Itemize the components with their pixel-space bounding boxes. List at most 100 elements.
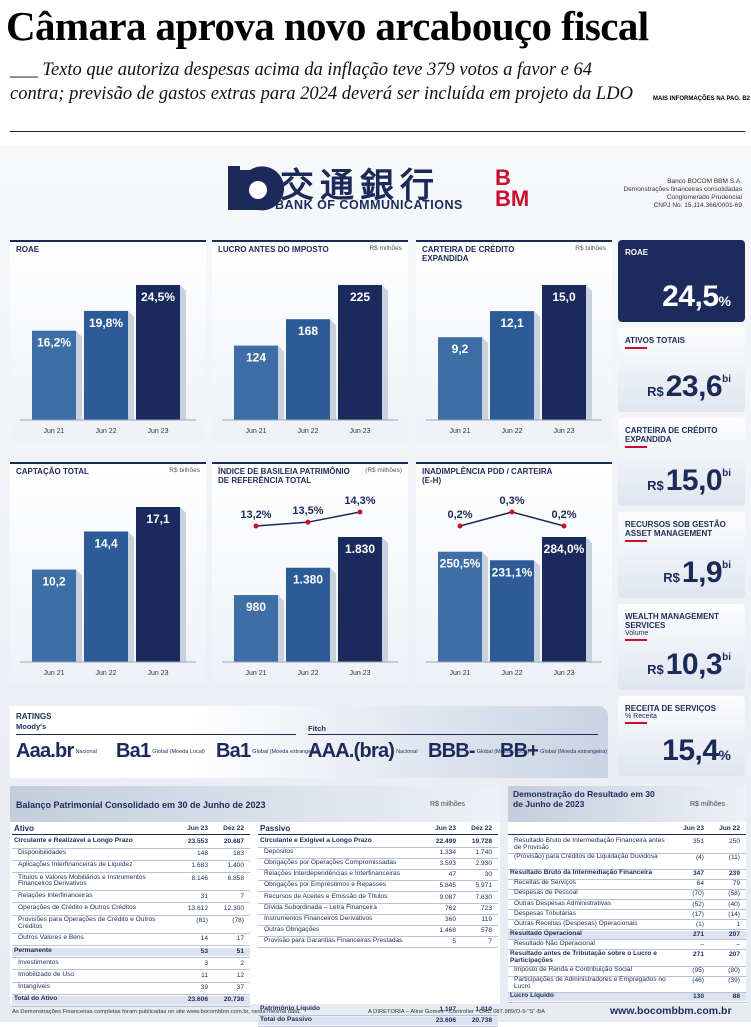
kpi-prefix: R$	[647, 662, 664, 677]
rating-value: Aaa.br	[16, 740, 74, 762]
rating: BB+ Global (Moeda estrangeira)	[500, 740, 607, 763]
balance-head	[10, 786, 500, 822]
category-label: Jun 21	[43, 670, 64, 677]
table-row: Permanente 53 51	[12, 947, 250, 956]
logo-mark	[228, 166, 285, 211]
chart-plot: 980 Jun 21 1.380 Jun 22 1.830 Jun 23 13,2% 13,5…	[222, 495, 398, 677]
row-rule	[258, 869, 498, 871]
ratio-label: 14,3%	[344, 495, 375, 507]
bank-info-line: CNPJ No: 15.114.366/0001-69	[653, 202, 742, 209]
row-rule	[508, 868, 746, 870]
bar	[84, 531, 128, 662]
kpi-box: ATIVOS TOTAIS R$23,6bi	[618, 328, 745, 412]
rating-scope: Global (Moeda Local)	[476, 748, 530, 755]
row-jun23: (70)	[692, 890, 704, 898]
row-rule	[12, 914, 250, 916]
row-rule	[508, 949, 746, 951]
row-jun23: –	[700, 940, 704, 948]
row-dez22: 88	[732, 993, 740, 1001]
kpi-accent	[625, 446, 647, 448]
row-label: Outros Valores e Bens	[18, 934, 84, 942]
bar-label: 231,1%	[492, 565, 533, 579]
table-row: Resultado Bruto da Intermediação Finance…	[508, 870, 746, 878]
row-rule	[258, 924, 498, 926]
bar-label: 12,1	[500, 316, 524, 330]
bar-label: 17,1	[146, 512, 170, 526]
category-label: Jun 23	[553, 670, 574, 677]
ratio-label: 13,2%	[240, 509, 271, 521]
row-label: Despesas de Pessoal	[514, 889, 578, 897]
row-rule	[508, 852, 746, 854]
table-row: Circulante e Exigível a Longo Prazo 22.49…	[258, 837, 498, 846]
category-label: Jun 21	[449, 670, 470, 677]
category-label: Jun 22	[297, 670, 318, 677]
row-label: Depósitos	[264, 848, 294, 856]
row-jun23: 23.553	[187, 838, 208, 845]
table-rule	[258, 834, 498, 835]
kpi-suffix: %	[718, 293, 731, 309]
kpi-suffix: bi	[722, 468, 731, 479]
balance-title: Balanço Patrimonial Consolidado em 30 de…	[16, 800, 266, 810]
bar	[542, 537, 586, 662]
table-row: Outras Receitas (Despesas) Operacionais (…	[508, 920, 746, 929]
bar-shadow	[278, 595, 284, 662]
col-head: Jun 23	[683, 825, 704, 832]
row-dez22: 20.738	[223, 996, 244, 1004]
row-dez22: 239	[728, 870, 740, 878]
row-label: Provisões para Operações de Crédito e Ou…	[18, 916, 156, 930]
row-jun23: 22.499	[435, 838, 456, 845]
kpi-title: RECURSOS SOB GESTÃO ASSET MANAGEMENT	[625, 520, 726, 538]
rating-value: BBB-	[428, 740, 476, 762]
row-jun23: (4)	[695, 854, 704, 862]
rating: Ba1 Global (Moeda estrangeira)	[216, 740, 319, 763]
ratio-point	[457, 523, 463, 529]
rating-scope: Global (Moeda Local)	[152, 748, 205, 755]
chart-unit: R$ milhões	[369, 245, 402, 252]
rating: AAA.(bra) Nacional	[308, 740, 430, 763]
col-head: Jun 22	[719, 825, 740, 832]
kpi-title: CARTEIRA DE CRÉDITO EXPANDIDA	[625, 426, 718, 444]
row-label: Operações de Crédito e Outros Créditos	[18, 904, 137, 911]
bar-shadow	[382, 537, 388, 662]
agency-name: Moody's	[16, 722, 47, 731]
bar	[490, 311, 534, 420]
row-rule	[508, 898, 746, 900]
row-rule	[508, 1001, 746, 1003]
row-jun23: 1.334	[439, 849, 456, 857]
kpi-value: 15,4%	[662, 734, 731, 768]
bar-label: 284,0%	[544, 542, 585, 556]
chart-panel: INADIMPLÊNCIA PDD / CARTEIRA (E-H) 250,5%…	[416, 462, 612, 684]
row-label: Resultado Não Operacional	[514, 939, 596, 947]
bar-label: 980	[246, 600, 266, 614]
row-dez22: 2.930	[475, 860, 492, 868]
row-rule	[258, 891, 498, 893]
row-label: Obrigações por Operações Compromissadas	[264, 859, 397, 867]
bar-label: 1.830	[345, 542, 375, 556]
bar-shadow	[534, 311, 540, 420]
row-label: Resultado Bruto de Intermediação Finance…	[514, 837, 665, 851]
table-row: Obrigações por Operações Compromissadas 3…	[258, 860, 498, 868]
row-label: (Provisão) para Créditos de Liquidação D…	[514, 853, 658, 861]
bar-label: 225	[350, 290, 370, 304]
row-dez22: 20.738	[471, 1017, 492, 1025]
row-jun23: 53	[200, 947, 208, 955]
row-rule	[258, 913, 498, 915]
kpi-suffix: bi	[722, 560, 731, 571]
table-row: Participações de Administradores e Empre…	[508, 976, 746, 991]
row-label: Imobilizado de Uso	[18, 971, 75, 978]
row-dez22: 6.858	[227, 874, 244, 882]
row-dez22: 1	[736, 920, 740, 928]
bar-shadow	[278, 345, 284, 420]
bar-shadow	[586, 285, 592, 420]
row-dez22: 207	[728, 930, 740, 938]
row-jun23: 9.087	[439, 893, 456, 901]
table-title: Ativo	[14, 824, 34, 833]
row-rule	[258, 902, 498, 904]
chart-title: CAPTAÇÃO TOTAL	[16, 467, 89, 476]
bar	[338, 285, 382, 420]
table-row: Resultado Operacional 271 207	[508, 930, 746, 939]
row-rule	[12, 932, 250, 934]
bar-label: 250,5%	[440, 557, 481, 571]
footer-signature: A DIRETORIA – Aline Gomes - Controller -…	[368, 1009, 546, 1015]
kpi-subtitle: Volume	[625, 630, 649, 637]
